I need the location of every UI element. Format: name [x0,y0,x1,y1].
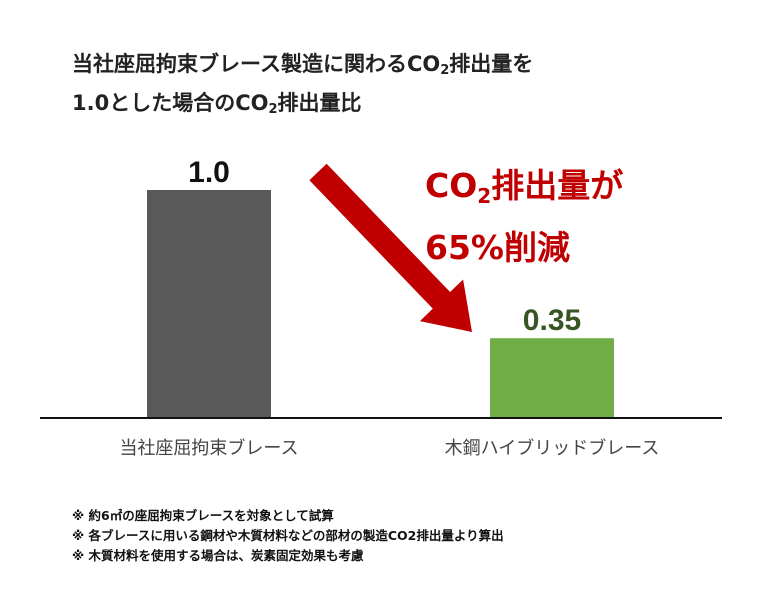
reduction-callout-line2: 65%削減 [425,228,570,267]
chart-title: 当社座屈拘束ブレース製造に関わるCO2排出量を 1.0とした場合のCO2排出量比 [72,48,732,126]
category-label-2: 木鋼ハイブリッドブレース [445,437,660,459]
footnotes: ※ 約6㎡の座屈拘束ブレースを対象として試算 ※ 各ブレースに用いる鋼材や木質材… [72,506,504,566]
data-label-1: 1.0 [188,156,230,189]
chart-title-line2: 1.0とした場合のCO2排出量比 [72,91,362,117]
labels-layer: 1.0 当社座屈拘束ブレース 0.35 木鋼ハイブリッドブレース [119,156,659,459]
footnote-3: ※ 木質材料を使用する場合は、炭素固定効果も考慮 [72,548,364,563]
data-label-2: 0.35 [523,304,581,337]
footnote-1: ※ 約6㎡の座屈拘束ブレースを対象として試算 [72,508,334,523]
reduction-arrow [309,163,472,332]
bars-layer [147,190,614,418]
bar-2 [490,338,614,418]
footnote-2: ※ 各ブレースに用いる鋼材や木質材料などの部材の製造CO2排出量より算出 [72,528,504,543]
reduction-arrow-shape [309,163,472,332]
reduction-callout: CO2排出量が 65%削減 [425,160,623,274]
category-label-1: 当社座屈拘束ブレース [119,437,298,459]
chart-title-line1: 当社座屈拘束ブレース製造に関わるCO2排出量を [72,52,534,78]
bar-1 [147,190,271,418]
reduction-callout-line1: CO2排出量が [425,166,624,208]
